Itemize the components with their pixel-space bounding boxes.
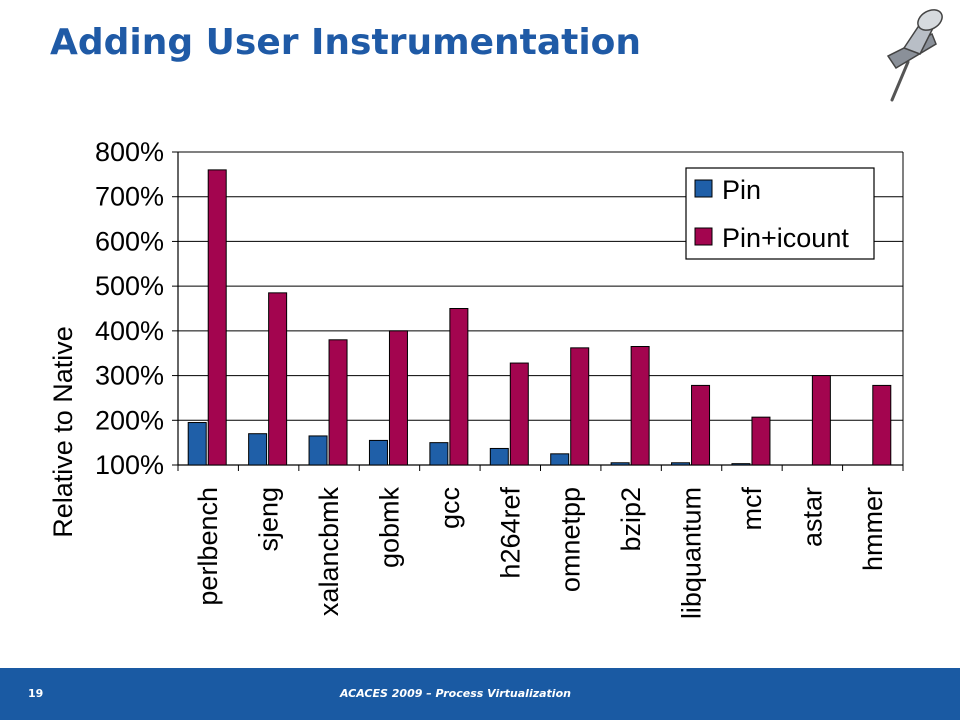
bar-pin-libquantum [671, 462, 691, 466]
bar-pin-icount-astar [811, 375, 831, 466]
chart-axes [172, 151, 904, 471]
y-axis-label: Relative to Native [48, 326, 78, 538]
bar-chart: 100% 200% 300% 400% 500% 600% 700% 800% perlben… [48, 137, 904, 620]
category-label-gcc: gcc [435, 487, 465, 529]
legend-swatch-pin-icount [694, 227, 713, 246]
bar-pin-perlbench [187, 422, 207, 466]
bar-pin-sjeng [248, 433, 268, 466]
category-label-astar: astar [797, 487, 827, 547]
y-tick-label: 800% [95, 137, 164, 167]
category-label-mcf: mcf [737, 487, 767, 531]
y-tick-label: 700% [95, 182, 164, 212]
bar-pin-icount-perlbench [207, 169, 227, 466]
y-tick-label: 200% [95, 405, 164, 435]
bar-pin-icount-hmmer [872, 384, 892, 466]
legend-box [685, 167, 875, 260]
legend-label-pin: Pin [722, 175, 761, 205]
bar-pin-mcf [731, 463, 751, 466]
bar-pin-icount-gobmk [388, 330, 408, 466]
bar-pin-gobmk [368, 439, 388, 466]
bar-pin-icount-sjeng [268, 292, 288, 466]
legend-swatch-pin [694, 179, 713, 198]
category-label-omnetpp: omnetpp [556, 487, 586, 592]
bar-pin-icount-xalancbmk [328, 339, 348, 466]
pushpin-icon [886, 9, 943, 102]
category-labels: perlbench sjeng xalancbmk gobmk gcc h264ref om… [193, 487, 888, 620]
category-label-libquantum: libquantum [677, 487, 707, 619]
bar-pin-xalancbmk [308, 435, 328, 466]
slide-title: Adding User Instrumentation [50, 22, 642, 63]
bar-pin-bzip2 [610, 462, 630, 466]
category-label-gobmk: gobmk [374, 487, 404, 569]
category-label-h264ref: h264ref [495, 487, 525, 579]
page-number: 19 [28, 687, 44, 700]
category-label-xalancbmk: xalancbmk [314, 487, 344, 617]
y-tick-label: 300% [95, 361, 164, 391]
slide-footer: 19 ACACES 2009 – Process Virtualization [0, 668, 960, 720]
bars [187, 169, 892, 466]
y-tick-label: 400% [95, 316, 164, 346]
legend-label-pin-icount: Pin+icount [722, 223, 849, 253]
category-label-bzip2: bzip2 [616, 487, 646, 552]
bar-pin-icount-libquantum [691, 384, 711, 466]
y-tick-label: 500% [95, 271, 164, 301]
bar-pin-icount-gcc [449, 308, 469, 466]
y-tick-label: 600% [95, 226, 164, 256]
bar-pin-icount-omnetpp [570, 347, 590, 466]
category-label-perlbench: perlbench [193, 487, 223, 606]
category-label-sjeng: sjeng [254, 487, 284, 552]
bar-pin-gcc [429, 442, 449, 466]
bar-pin-omnetpp [550, 453, 570, 466]
y-tick-labels: 100% 200% 300% 400% 500% 600% 700% 800% [95, 137, 164, 480]
chart-legend: Pin Pin+icount [685, 167, 875, 260]
footer-text: ACACES 2009 – Process Virtualization [340, 687, 571, 700]
y-tick-label: 100% [95, 450, 164, 480]
category-label-hmmer: hmmer [858, 487, 888, 571]
bar-pin-icount-h264ref [509, 362, 529, 466]
bar-pin-icount-mcf [751, 416, 771, 466]
bar-pin-h264ref [489, 447, 509, 466]
bar-pin-icount-bzip2 [630, 346, 650, 466]
